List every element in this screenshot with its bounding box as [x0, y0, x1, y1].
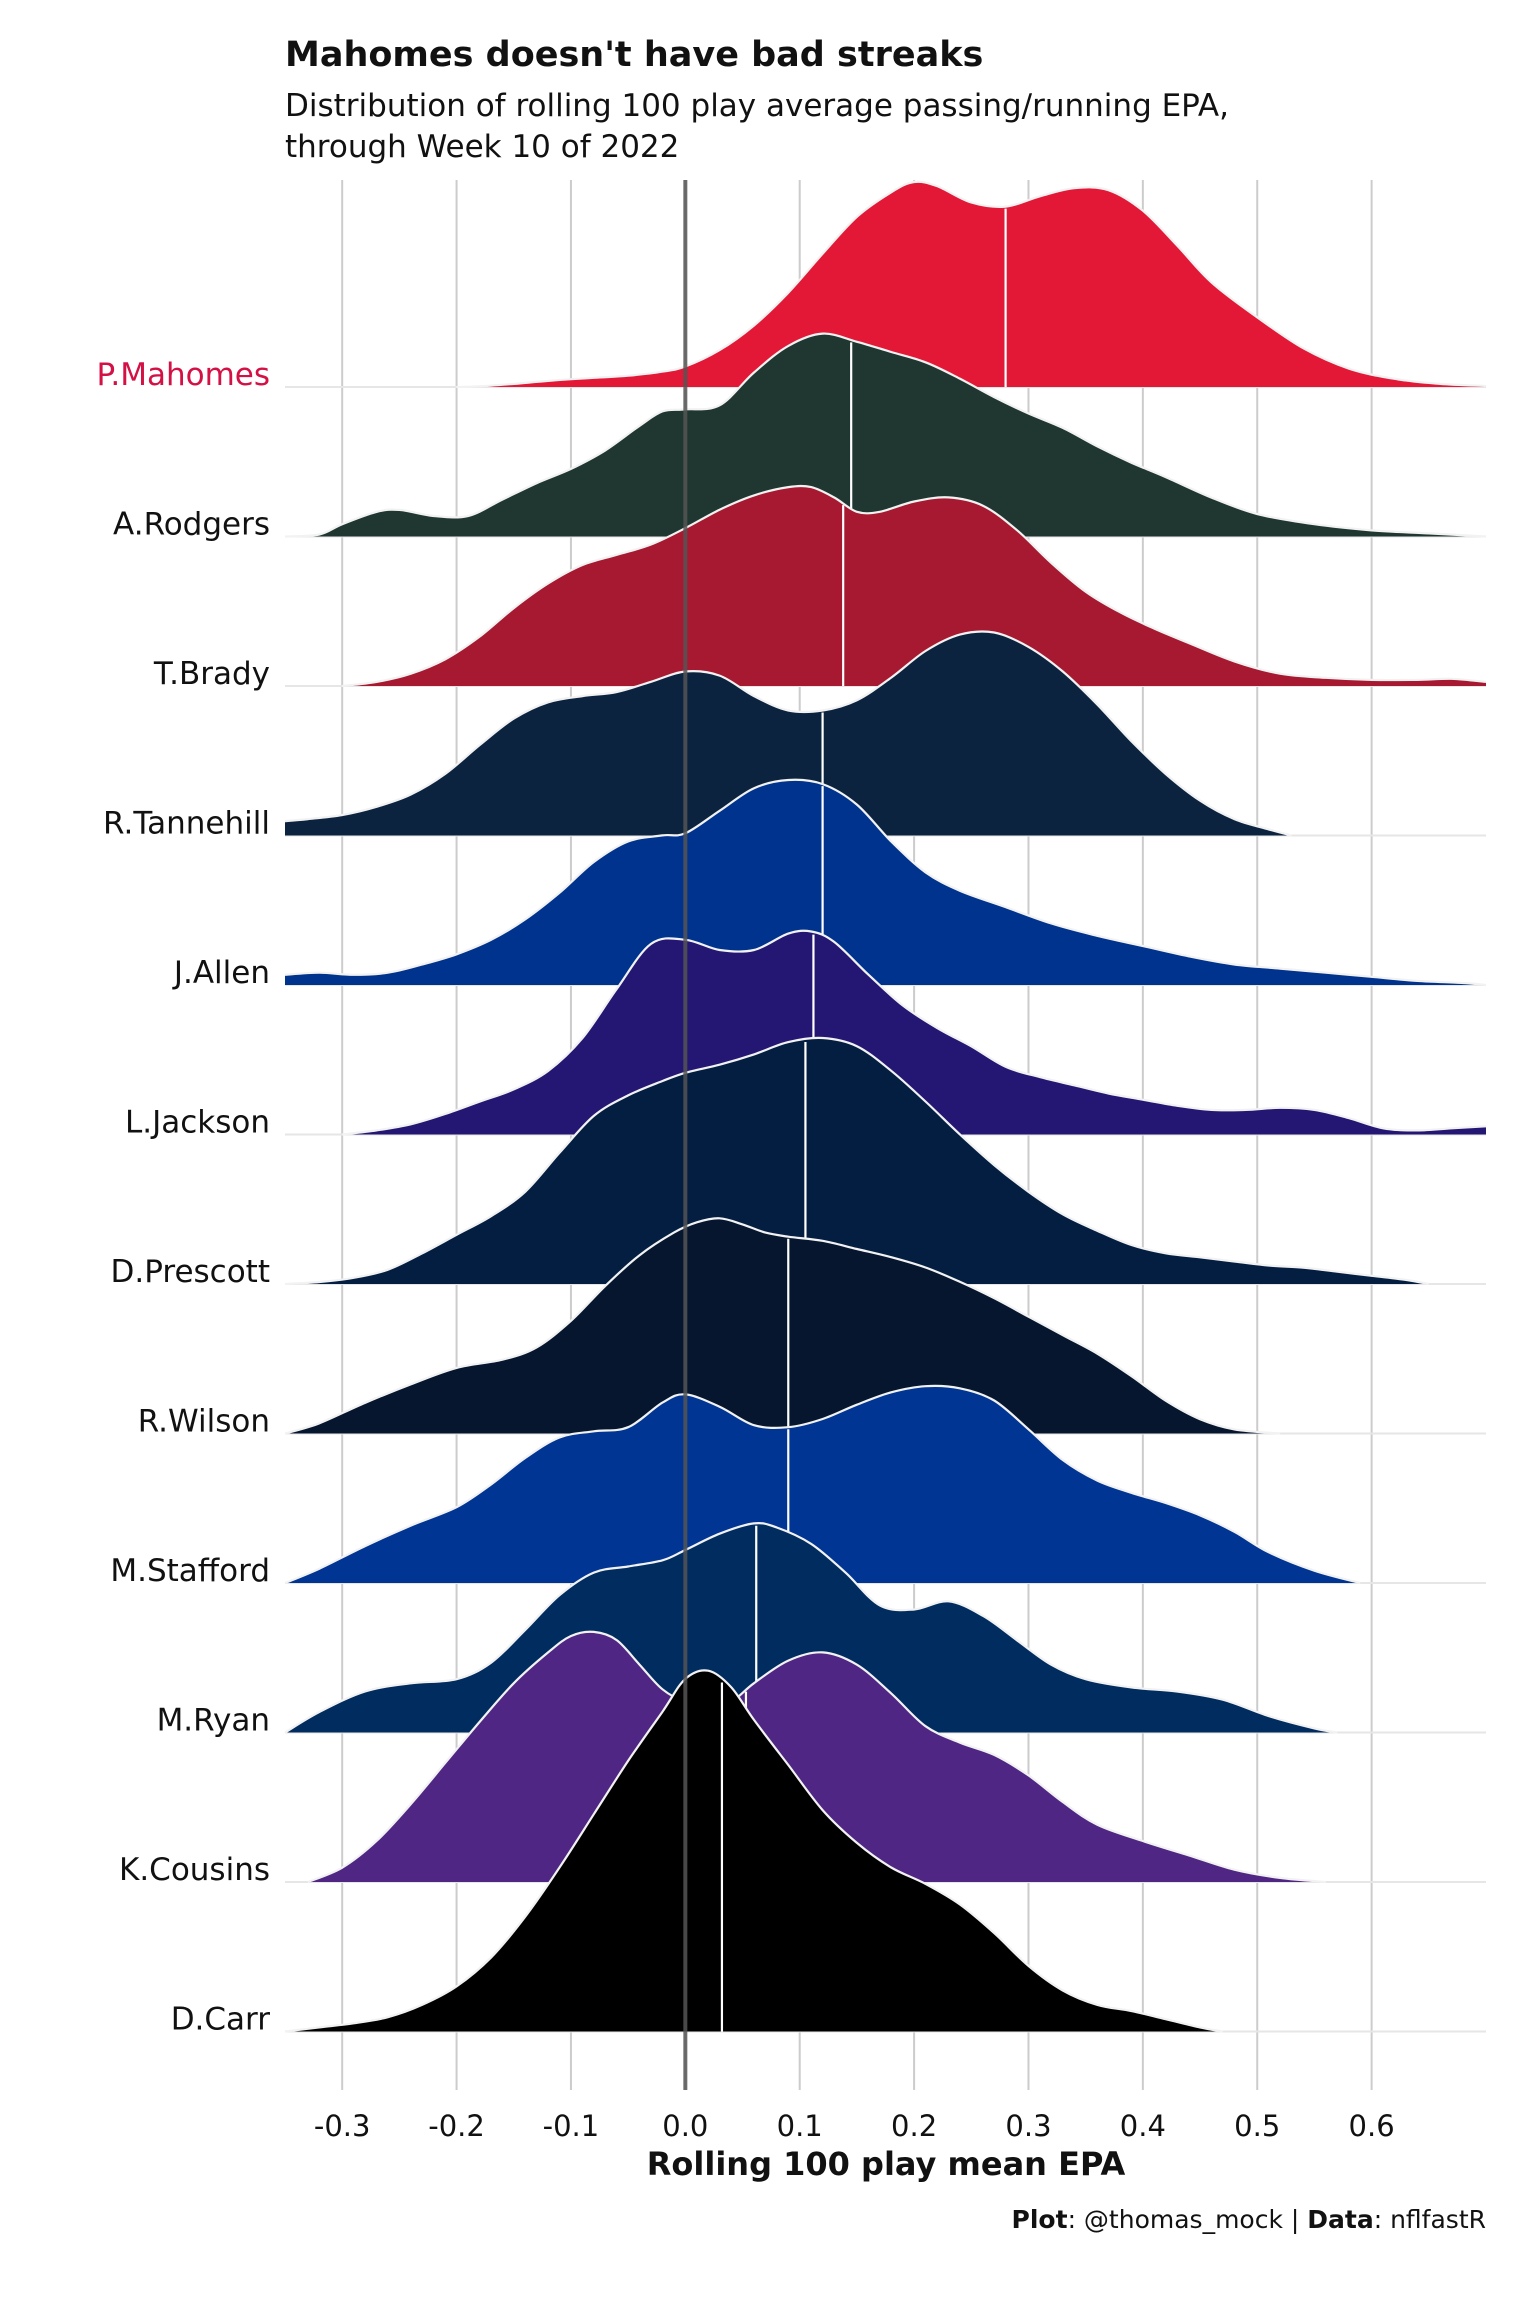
ridge-area	[456, 181, 1487, 387]
player-label: K.Cousins	[119, 1852, 270, 1888]
player-label: P.Mahomes	[97, 357, 271, 393]
x-tick-label: 0.5	[1234, 2109, 1280, 2143]
ridge-area	[285, 1037, 1429, 1284]
player-label: D.Carr	[171, 2002, 271, 2038]
caption-data-key: Data	[1307, 2205, 1373, 2234]
ridge-outline	[284, 332, 1487, 538]
ridge-d-carr	[284, 1669, 1224, 2033]
player-label: R.Tannehill	[103, 806, 270, 842]
caption-data-value: : nflfastR	[1374, 2205, 1486, 2234]
ridges	[284, 180, 1487, 2033]
player-label: T.Brady	[153, 656, 270, 692]
player-label: J.Allen	[172, 955, 270, 991]
ridge-a-rodgers	[284, 332, 1487, 538]
x-tick-labels: -0.3 -0.2 -0.1 0.0 0.1 0.2 0.3 0.4 0.5 0.6	[314, 2109, 1395, 2143]
ridge-area	[342, 485, 1487, 686]
ridge-p-mahomes	[456, 180, 1487, 389]
chart-title: Mahomes doesn't have bad streaks	[285, 35, 983, 75]
x-tick-label: 0.3	[1005, 2109, 1051, 2143]
ridge-outline	[284, 630, 1292, 837]
player-label: A.Rodgers	[113, 507, 270, 543]
ridge-area	[285, 779, 1486, 985]
ridge-outline	[456, 180, 1487, 389]
ridge-r-tannehill	[284, 630, 1292, 837]
chart-subtitle-line-2: through Week 10 of 2022	[285, 129, 679, 165]
chart-caption: Plot: @thomas_mock | Data: nflfastR	[1012, 2205, 1486, 2234]
x-tick-label: -0.2	[428, 2109, 485, 2143]
x-tick-label: 0.1	[777, 2109, 823, 2143]
ridge-area	[285, 1218, 1281, 1434]
player-label: M.Stafford	[110, 1553, 270, 1589]
ridge-area	[285, 631, 1292, 836]
ridge-outline	[284, 1522, 1338, 1734]
ridge-area	[285, 333, 1486, 537]
x-axis-title: Rolling 100 play mean EPA	[647, 2145, 1126, 2183]
caption-plot-key: Plot	[1012, 2205, 1068, 2234]
x-tick-label: 0.2	[891, 2109, 937, 2143]
player-label: D.Prescott	[111, 1254, 270, 1290]
x-tick-label: -0.1	[543, 2109, 600, 2143]
chart-subtitle-line-1: Distribution of rolling 100 play average…	[285, 88, 1229, 124]
x-tick-label: -0.3	[314, 2109, 371, 2143]
ridge-area	[285, 1385, 1361, 1583]
x-tick-label: 0.6	[1349, 2109, 1395, 2143]
ridge-t-brady	[342, 484, 1487, 688]
ridge-outline	[342, 929, 1487, 1136]
ridge-r-wilson	[284, 1217, 1281, 1435]
ridge-area	[342, 930, 1487, 1135]
ridge-outline	[284, 1217, 1281, 1435]
ridge-outline	[307, 1630, 1326, 1884]
ridge-outline	[284, 1669, 1224, 2033]
player-labels: P.Mahomes A.Rodgers T.Brady R.Tannehill J.Al…	[97, 357, 271, 2038]
x-tick-label: 0.4	[1120, 2109, 1166, 2143]
player-label: R.Wilson	[138, 1404, 270, 1440]
x-tick-label: 0.0	[662, 2109, 708, 2143]
player-label: M.Ryan	[157, 1703, 270, 1739]
caption-plot-value: : @thomas_mock |	[1068, 2205, 1308, 2234]
ridge-outline	[284, 778, 1487, 987]
ridge-outline	[284, 1036, 1429, 1286]
player-label: L.Jackson	[125, 1105, 270, 1141]
ridge-outline	[284, 1384, 1361, 1585]
ridge-outline	[342, 484, 1487, 688]
ridge-area	[285, 1670, 1223, 2032]
ridge-area	[307, 1631, 1326, 1882]
